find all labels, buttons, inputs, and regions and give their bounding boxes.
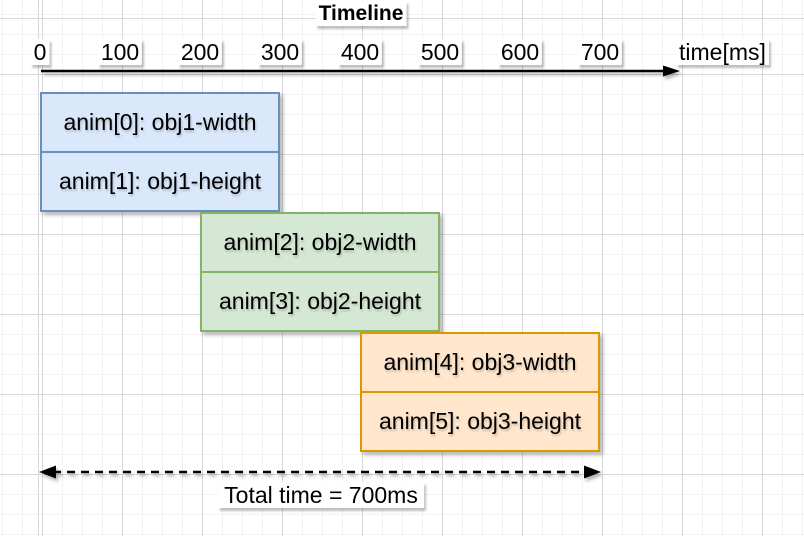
axis-unit-label: time[ms]	[676, 39, 769, 65]
anim-block-label: anim[2]: obj2-width	[223, 229, 417, 255]
left-arrowhead-icon	[39, 465, 56, 479]
diagram-title: Timeline	[315, 1, 407, 26]
total-time-label: Total time = 700ms	[218, 482, 424, 508]
axis-tick-300: 300	[257, 39, 303, 65]
anim-block-3: anim[3]: obj2-height	[202, 271, 438, 330]
track-group-obj1: anim[0]: obj1-width anim[1]: obj1-height	[40, 92, 280, 212]
axis-arrowhead-icon	[663, 65, 680, 77]
axis-tick-600: 600	[497, 39, 543, 65]
anim-block-label: anim[1]: obj1-height	[58, 168, 261, 194]
anim-block-0: anim[0]: obj1-width	[42, 94, 278, 151]
axis-tick-200: 200	[177, 39, 223, 65]
axis-tick-100: 100	[97, 39, 143, 65]
track-group-obj3: anim[4]: obj3-width anim[5]: obj3-height	[360, 332, 600, 452]
axis-tick-700: 700	[577, 39, 623, 65]
axis-tick-500: 500	[417, 39, 463, 65]
anim-block-label: anim[0]: obj1-width	[63, 109, 257, 135]
anim-block-label: anim[4]: obj3-width	[383, 349, 577, 375]
track-group-obj2: anim[2]: obj2-width anim[3]: obj2-height	[200, 212, 440, 332]
anim-block-4: anim[4]: obj3-width	[362, 334, 598, 391]
anim-block-5: anim[5]: obj3-height	[362, 391, 598, 450]
anim-block-label: anim[5]: obj3-height	[378, 408, 581, 434]
anim-block-1: anim[1]: obj1-height	[42, 151, 278, 210]
anim-block-2: anim[2]: obj2-width	[202, 214, 438, 271]
axis-tick-0: 0	[30, 39, 50, 65]
axis-tick-400: 400	[337, 39, 383, 65]
right-arrowhead-icon	[584, 465, 601, 479]
anim-block-label: anim[3]: obj2-height	[218, 288, 421, 314]
